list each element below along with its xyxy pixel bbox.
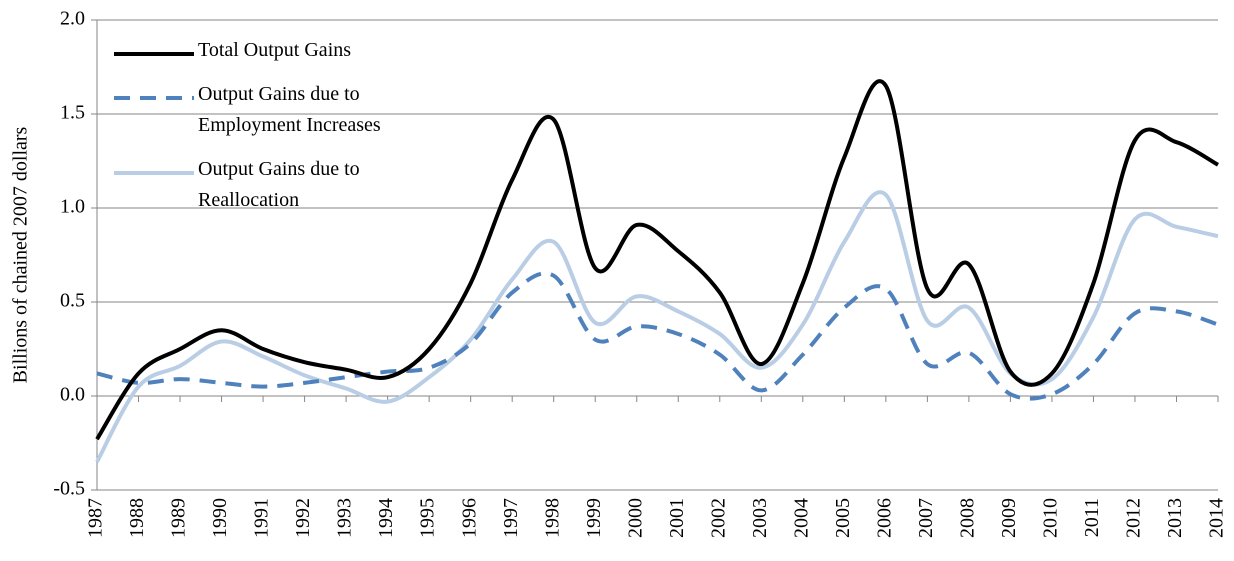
x-tick-label: 1988: [126, 498, 148, 538]
legend-label: Output Gains due to Employment Increases: [198, 83, 381, 136]
x-tick-label: 2008: [956, 498, 978, 538]
x-tick-label: 2013: [1164, 498, 1186, 538]
y-tick-label: 1.0: [60, 196, 85, 218]
x-tick-label: 2007: [915, 498, 937, 538]
x-tick-label: 2001: [666, 498, 688, 538]
y-tick-label: 0.5: [60, 290, 85, 312]
y-axis-label: Billions of chained 2007 dollars: [10, 126, 32, 383]
x-tick-label: 2011: [1081, 498, 1103, 537]
y-tick-label: -0.5: [53, 478, 85, 500]
x-tick-label: 1995: [417, 498, 439, 538]
x-tick-label: 1999: [583, 498, 605, 538]
legend-label: Output Gains due to Reallocation: [198, 158, 360, 211]
x-tick-label: 2000: [624, 498, 646, 538]
x-tick-label: 2010: [1040, 498, 1062, 538]
x-tick-label: 2009: [998, 498, 1020, 538]
x-tick-label: 1987: [85, 498, 107, 538]
x-tick-label: 1993: [334, 498, 356, 538]
x-tick-label: 2005: [832, 498, 854, 538]
legend-item: Total Output Gains: [110, 39, 438, 66]
line-series: [96, 271, 1219, 401]
legend-swatch: [114, 96, 194, 100]
legend-label: Total Output Gains: [198, 39, 352, 61]
legend-item: Output Gains due to Employment Increases: [110, 83, 438, 141]
legend-item: Output Gains due to Reallocation: [110, 158, 438, 216]
y-tick-label: 1.5: [60, 102, 85, 124]
x-tick-label: 2012: [1123, 498, 1145, 538]
x-tick-label: 2003: [749, 498, 771, 538]
x-tick-label: 1990: [209, 498, 231, 538]
x-tick-label: 2006: [873, 498, 895, 538]
legend-swatch: [114, 171, 194, 175]
x-tick-label: 1998: [541, 498, 563, 538]
legend: Total Output Gains Output Gains due to Em…: [110, 39, 438, 234]
x-tick-label: 2002: [707, 498, 729, 538]
x-tick-label: 2004: [790, 498, 812, 538]
y-tick-label: 2.0: [60, 8, 85, 30]
x-tick-label: 1992: [292, 498, 314, 538]
legend-swatch: [114, 52, 194, 56]
x-tick-label: 1991: [251, 498, 273, 538]
x-tick-label: 1994: [375, 498, 397, 538]
y-tick-label: 0.0: [60, 384, 85, 406]
x-tick-label: 2014: [1206, 498, 1228, 538]
x-tick-label: 1989: [168, 498, 190, 538]
line-series: [95, 79, 1219, 441]
x-tick-label: 1996: [458, 498, 480, 538]
x-tick-label: 1997: [500, 498, 522, 538]
